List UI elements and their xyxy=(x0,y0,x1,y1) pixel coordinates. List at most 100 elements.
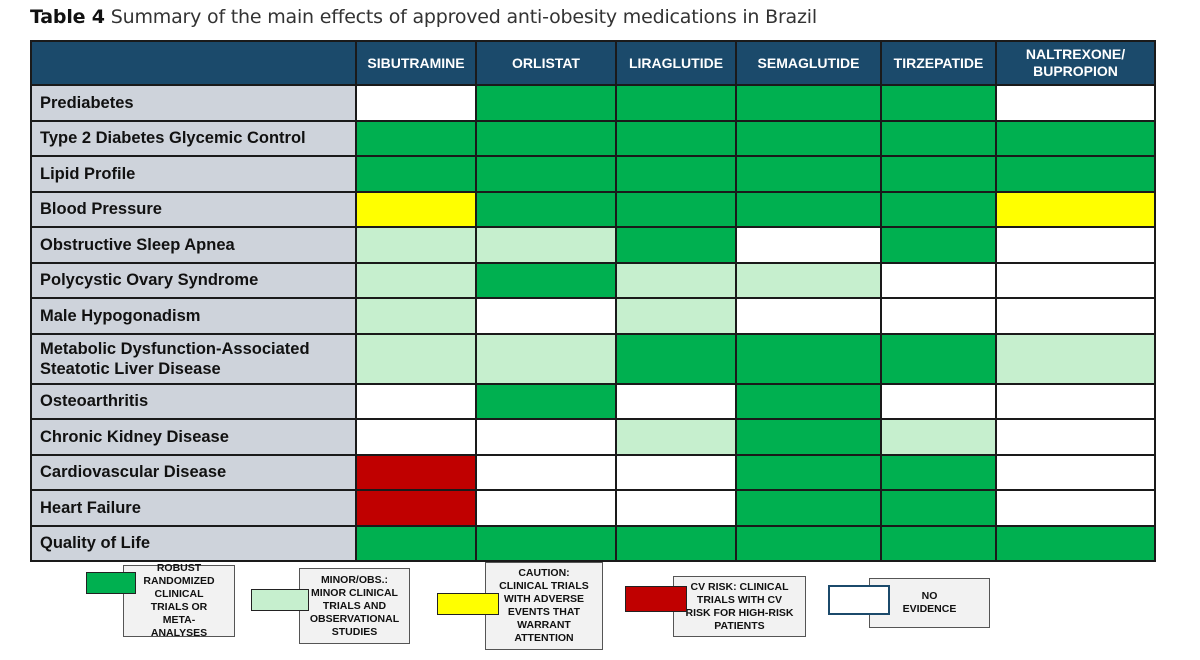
row-label: Osteoarthritis xyxy=(30,382,357,420)
evidence-cell-none xyxy=(475,489,617,527)
evidence-cell-robust xyxy=(475,190,617,228)
evidence-cell-robust xyxy=(880,190,997,228)
evidence-cell-robust xyxy=(735,190,882,228)
evidence-cell-robust xyxy=(735,418,882,456)
evidence-cell-minor xyxy=(475,332,617,385)
row-label: Prediabetes xyxy=(30,84,357,122)
evidence-cell-none xyxy=(995,418,1156,456)
legend-label-robust: ROBUST RANDOMIZED CLINICAL TRIALS OR MET… xyxy=(123,562,235,639)
row-label: Heart Failure xyxy=(30,489,357,527)
legend-swatch-robust xyxy=(86,572,136,594)
row-label: Blood Pressure xyxy=(30,190,357,228)
evidence-cell-robust xyxy=(880,226,997,264)
table-row: Quality of Life xyxy=(30,524,1156,562)
evidence-cell-robust xyxy=(735,489,882,527)
evidence-cell-none xyxy=(615,489,737,527)
table-row: Cardiovascular Disease xyxy=(30,453,1156,491)
table-row: Lipid Profile xyxy=(30,155,1156,193)
row-label: Quality of Life xyxy=(30,524,357,562)
evidence-cell-none xyxy=(995,84,1156,122)
evidence-cell-robust xyxy=(880,453,997,491)
evidence-cell-robust xyxy=(735,119,882,157)
evidence-cell-robust xyxy=(475,119,617,157)
evidence-cell-robust xyxy=(615,524,737,562)
evidence-cell-robust xyxy=(735,155,882,193)
row-label: Type 2 Diabetes Glycemic Control xyxy=(30,119,357,157)
evidence-cell-robust xyxy=(615,226,737,264)
table-row: Heart Failure xyxy=(30,489,1156,527)
evidence-cell-robust xyxy=(615,119,737,157)
table-caption-label: Table 4 xyxy=(30,6,105,28)
evidence-cell-robust xyxy=(995,155,1156,193)
legend-swatch-none xyxy=(828,585,890,615)
evidence-cell-none xyxy=(475,453,617,491)
evidence-cell-none xyxy=(880,261,997,299)
row-label: Lipid Profile xyxy=(30,155,357,193)
evidence-cell-robust xyxy=(735,332,882,385)
evidence-cell-minor xyxy=(880,418,997,456)
evidence-cell-cvrisk xyxy=(355,453,477,491)
legend-label-caution: CAUTION: CLINICAL TRIALS WITH ADVERSE EV… xyxy=(485,562,603,650)
evidence-cell-robust xyxy=(615,190,737,228)
row-label: Cardiovascular Disease xyxy=(30,453,357,491)
evidence-cell-minor xyxy=(475,226,617,264)
table-row: Blood Pressure xyxy=(30,190,1156,228)
evidence-cell-none xyxy=(880,382,997,420)
column-header: TIRZEPATIDE xyxy=(880,40,997,86)
evidence-cell-robust xyxy=(475,261,617,299)
evidence-cell-none xyxy=(615,453,737,491)
evidence-cell-minor xyxy=(615,297,737,335)
legend-label-minor: MINOR/OBS.: MINOR CLINICAL TRIALS AND OB… xyxy=(299,568,410,644)
evidence-cell-none xyxy=(995,382,1156,420)
column-header: SEMAGLUTIDE xyxy=(735,40,882,86)
evidence-cell-minor xyxy=(355,332,477,385)
evidence-cell-none xyxy=(735,297,882,335)
evidence-cell-robust xyxy=(735,84,882,122)
evidence-cell-cvrisk xyxy=(355,489,477,527)
evidence-cell-none xyxy=(880,297,997,335)
column-header: SIBUTRAMINE xyxy=(355,40,477,86)
legend-label-cvrisk: CV RISK: CLINICAL TRIALS WITH CV RISK FO… xyxy=(673,576,806,637)
evidence-cell-none xyxy=(475,418,617,456)
table-caption-text: Summary of the main effects of approved … xyxy=(110,6,817,28)
evidence-cell-robust xyxy=(615,332,737,385)
row-label: Chronic Kidney Disease xyxy=(30,418,357,456)
evidence-cell-minor xyxy=(615,261,737,299)
evidence-cell-robust xyxy=(735,382,882,420)
evidence-cell-minor xyxy=(355,226,477,264)
column-header: ORLISTAT xyxy=(475,40,617,86)
evidence-cell-none xyxy=(355,418,477,456)
evidence-cell-robust xyxy=(475,524,617,562)
evidence-cell-robust xyxy=(880,489,997,527)
evidence-cell-minor xyxy=(615,418,737,456)
evidence-cell-robust xyxy=(735,453,882,491)
row-label: Polycystic Ovary Syndrome xyxy=(30,261,357,299)
evidence-cell-robust xyxy=(880,524,997,562)
evidence-cell-robust xyxy=(355,524,477,562)
evidence-cell-none xyxy=(735,226,882,264)
legend-swatch-minor xyxy=(251,589,309,611)
evidence-cell-robust xyxy=(475,84,617,122)
evidence-cell-robust xyxy=(995,119,1156,157)
table-body: Prediabetes Type 2 Diabetes Glycemic Cont… xyxy=(30,84,1156,562)
evidence-cell-robust xyxy=(880,155,997,193)
evidence-cell-robust xyxy=(615,155,737,193)
effects-table: SIBUTRAMINE ORLISTAT LIRAGLUTIDE SEMAGLU… xyxy=(30,40,1156,562)
evidence-cell-robust xyxy=(735,524,882,562)
row-label: Metabolic Dysfunction-Associated Steatot… xyxy=(30,332,357,385)
table-caption: Table 4 Summary of the main effects of ap… xyxy=(30,6,817,28)
table-row: Chronic Kidney Disease xyxy=(30,418,1156,456)
evidence-cell-caution xyxy=(355,190,477,228)
row-label: Male Hypogonadism xyxy=(30,297,357,335)
evidence-cell-robust xyxy=(880,84,997,122)
evidence-cell-robust xyxy=(615,84,737,122)
header-corner xyxy=(30,40,357,86)
table-row: Male Hypogonadism xyxy=(30,297,1156,335)
table-row: Osteoarthritis xyxy=(30,382,1156,420)
evidence-cell-none xyxy=(995,297,1156,335)
evidence-cell-none xyxy=(355,382,477,420)
evidence-cell-none xyxy=(475,297,617,335)
evidence-cell-none xyxy=(995,261,1156,299)
header-row: SIBUTRAMINE ORLISTAT LIRAGLUTIDE SEMAGLU… xyxy=(30,40,1156,86)
evidence-cell-robust xyxy=(880,332,997,385)
